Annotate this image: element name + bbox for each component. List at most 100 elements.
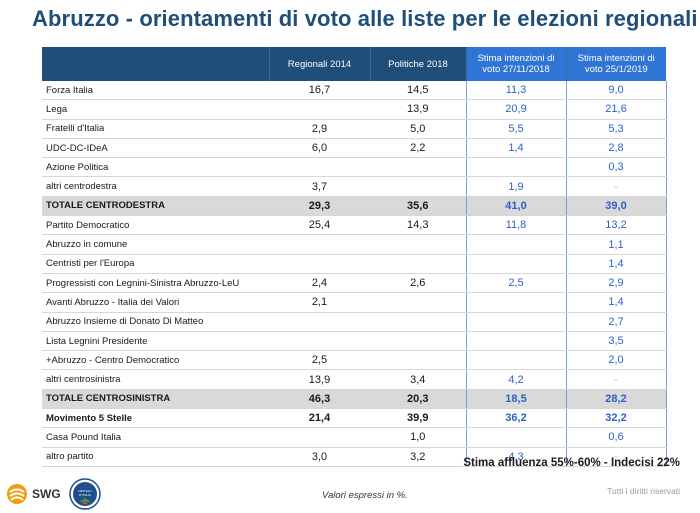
vote-value: 41,0 xyxy=(465,196,566,217)
table-row: Abruzzo Insieme di Donato Di Matteo 2,7 xyxy=(42,312,667,332)
vote-value: 2,9 xyxy=(269,119,370,139)
party-name: Centristi per l'Europa xyxy=(42,254,269,274)
table-row: Forza Italia 16,7 14,5 11,3 9,0 xyxy=(42,81,667,101)
table-row: Partito Democratico 25,4 14,3 11,8 13,2 xyxy=(42,215,667,236)
vote-value: - xyxy=(565,176,667,197)
vote-value: 1,9 xyxy=(465,176,566,197)
vote-value: 6,0 xyxy=(269,138,370,159)
party-name: Abruzzo Insieme di Donato Di Matteo xyxy=(42,312,269,332)
vote-value: 2,1 xyxy=(269,292,370,313)
vote-value: 13,9 xyxy=(269,369,370,390)
vote-value: 14,5 xyxy=(370,81,466,101)
vote-value xyxy=(370,331,466,352)
vote-value xyxy=(465,234,566,255)
vote-value: 0,6 xyxy=(565,427,667,448)
vote-value: 3,2 xyxy=(370,447,466,467)
vote-value xyxy=(465,331,566,352)
swg-logo: SWG xyxy=(6,483,61,505)
table-row: Progressisti con Legnini-Sinistra Abruzz… xyxy=(42,273,667,294)
table-row: +Abruzzo - Centro Democratico 2,5 2,0 xyxy=(42,350,667,371)
vote-value xyxy=(465,350,566,371)
party-name: altri centrosinistra xyxy=(42,369,269,390)
table-row: altri centrodestra 3,7 1,9- xyxy=(42,176,667,197)
vote-value: 32,2 xyxy=(565,408,667,429)
vote-value: 11,3 xyxy=(465,81,566,101)
party-name: Lega xyxy=(42,99,269,120)
vote-value: 28,2 xyxy=(565,389,667,410)
vote-value: 0,3 xyxy=(565,157,667,178)
party-name: Fratelli d'Italia xyxy=(42,119,269,139)
column-header-stima-2018: Stima intenzioni di voto 27/11/2018 xyxy=(465,47,566,81)
vote-value: 39,0 xyxy=(565,196,667,217)
vote-value: 20,9 xyxy=(465,99,566,120)
vote-value: 11,8 xyxy=(465,215,566,236)
table-header-row: Regionali 2014 Politiche 2018 Stima inte… xyxy=(42,47,666,81)
vote-value: 4,2 xyxy=(465,369,566,390)
vote-value xyxy=(269,234,370,255)
party-name: Avanti Abruzzo - Italia dei Valori xyxy=(42,292,269,313)
party-name: Progressisti con Legnini-Sinistra Abruzz… xyxy=(42,273,269,294)
table-row: Centristi per l'Europa 1,4 xyxy=(42,254,667,274)
vote-value: 2,4 xyxy=(269,273,370,294)
vote-value xyxy=(269,312,370,332)
party-name: Casa Pound Italia xyxy=(42,427,269,448)
vote-value xyxy=(370,234,466,255)
vote-value: 46,3 xyxy=(269,389,370,410)
values-note: Valori espressi in %. xyxy=(322,490,408,501)
vote-value: 4,3 xyxy=(465,447,566,467)
vote-value: 2,7 xyxy=(565,312,667,332)
vote-value xyxy=(465,254,566,274)
vote-value: 16,7 xyxy=(269,81,370,101)
vote-value: 2,5 xyxy=(269,350,370,371)
party-name: UDC-DC-IDeA xyxy=(42,138,269,159)
affluenza-note: Stima affluenza 55%-60% - Indecisi 22% xyxy=(463,457,680,469)
table-row: Fratelli d'Italia 2,9 5,0 5,5 5,3 xyxy=(42,119,667,139)
table-row: Casa Pound Italia 1,0 0,6 xyxy=(42,427,667,448)
vote-value xyxy=(370,312,466,332)
table-row: UDC-DC-IDeA 6,0 2,2 1,4 2,8 xyxy=(42,138,667,159)
vote-value xyxy=(269,254,370,274)
vote-value: 2,0 xyxy=(565,350,667,371)
poll-table: Regionali 2014 Politiche 2018 Stima inte… xyxy=(42,47,667,467)
vote-value: 2,2 xyxy=(370,138,466,159)
fratelli-d-italia-logo: FRATELLI D'ITALIA xyxy=(68,478,101,510)
vote-value xyxy=(370,157,466,178)
vote-value: - xyxy=(565,447,667,467)
vote-value xyxy=(269,157,370,178)
vote-value: 29,3 xyxy=(269,196,370,217)
vote-value xyxy=(465,427,566,448)
table-row: altri centrosinistra 13,9 3,4 4,2- xyxy=(42,369,667,390)
vote-value xyxy=(465,157,566,178)
vote-value: 2,6 xyxy=(370,273,466,294)
vote-value: 1,1 xyxy=(565,234,667,255)
party-name: altri centrodestra xyxy=(42,176,269,197)
vote-value xyxy=(269,331,370,352)
vote-value: 5,0 xyxy=(370,119,466,139)
vote-value: 2,9 xyxy=(565,273,667,294)
party-name: altro partito xyxy=(42,447,269,467)
vote-value: 1,4 xyxy=(565,292,667,313)
party-name: TOTALE CENTROSINISTRA xyxy=(42,389,269,410)
column-header-regionali-2014: Regionali 2014 xyxy=(268,47,370,81)
vote-value: 21,6 xyxy=(565,99,667,120)
vote-value: 35,6 xyxy=(370,196,466,217)
vote-value xyxy=(370,254,466,274)
svg-text:D'ITALIA: D'ITALIA xyxy=(79,493,91,497)
party-name: Abruzzo in comune xyxy=(42,234,269,255)
vote-value xyxy=(269,99,370,120)
vote-value: 20,3 xyxy=(370,389,466,410)
vote-value xyxy=(370,176,466,197)
vote-value xyxy=(370,350,466,371)
vote-value: 5,3 xyxy=(565,119,667,139)
vote-value: 3,4 xyxy=(370,369,466,390)
table-row: TOTALE CENTRODESTRA 29,3 35,6 41,0 39,0 xyxy=(42,196,667,217)
table-row: altro partito 3,0 3,2 4,3- xyxy=(42,447,667,467)
party-name: Forza Italia xyxy=(42,81,269,101)
footer-logos: SWG FRATELLI D'ITALIA xyxy=(6,478,101,510)
svg-text:FRATELLI: FRATELLI xyxy=(78,489,92,493)
column-header-politiche-2018: Politiche 2018 xyxy=(369,47,466,81)
column-header-party xyxy=(42,47,269,81)
table-row: Lista Legnini Presidente 3,5 xyxy=(42,331,667,352)
column-header-stima-2019: Stima intenzioni di voto 25/1/2019 xyxy=(565,47,666,81)
vote-value xyxy=(465,292,566,313)
